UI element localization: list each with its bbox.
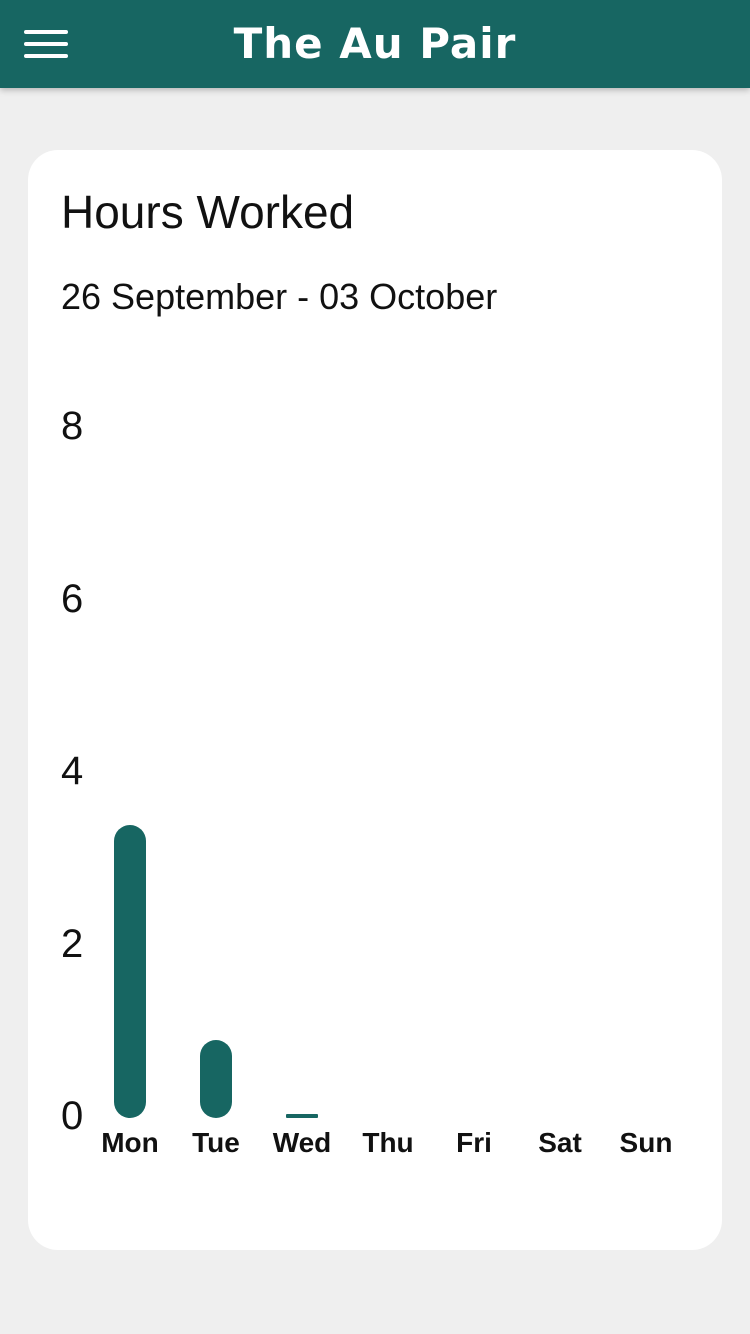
menu-icon-line-middle bbox=[24, 42, 68, 46]
app-bar: The Au Pair bbox=[0, 0, 750, 88]
x-tick-label-sun: Sun bbox=[619, 1127, 673, 1158]
hours-worked-card: Hours Worked 26 September - 03 October 0… bbox=[28, 150, 722, 1250]
y-tick-label: 4 bbox=[61, 749, 84, 793]
hours-bar-chart: 0 2 4 6 8 Mon Tue Wed Thu Fri Sat Sun bbox=[28, 150, 722, 1250]
bar-mon bbox=[114, 824, 146, 1118]
x-tick-label-tue: Tue bbox=[192, 1127, 240, 1158]
y-tick-label: 2 bbox=[61, 921, 84, 966]
app-title: The Au Pair bbox=[233, 19, 517, 68]
menu-icon-line-bottom bbox=[24, 54, 68, 58]
x-tick-label-fri: Fri bbox=[456, 1127, 492, 1158]
x-tick-label-thu: Thu bbox=[362, 1127, 414, 1158]
card-title: Hours Worked bbox=[61, 186, 355, 238]
y-tick-label: 0 bbox=[61, 1094, 84, 1138]
menu-icon-line-top bbox=[24, 30, 68, 34]
y-tick-label: 8 bbox=[61, 404, 84, 448]
hamburger-menu-icon[interactable] bbox=[18, 22, 76, 66]
x-tick-label-mon: Mon bbox=[101, 1127, 159, 1158]
bar-wed bbox=[286, 1113, 318, 1118]
bar-tue bbox=[200, 1040, 232, 1118]
y-tick-label: 6 bbox=[61, 576, 84, 621]
x-tick-label-wed: Wed bbox=[272, 1127, 332, 1158]
x-tick-label-sat: Sat bbox=[538, 1127, 582, 1158]
date-range: 26 September - 03 October bbox=[61, 276, 498, 317]
